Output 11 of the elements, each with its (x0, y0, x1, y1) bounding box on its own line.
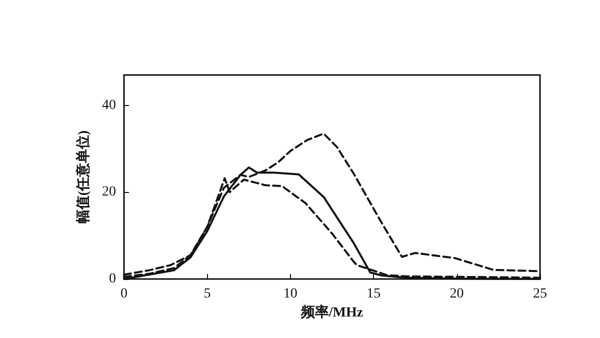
x-axis-title: 频率/MHz (300, 303, 364, 320)
y-tick-label: 0 (109, 272, 116, 286)
x-tick-label: 10 (283, 286, 298, 302)
x-tick-label: 15 (366, 286, 381, 302)
x-tick-label: 25 (533, 286, 547, 302)
x-tick-label: 5 (204, 286, 211, 302)
y-axis-title: 幅值(任意单位) (74, 130, 92, 224)
y-tick-label: 40 (102, 98, 116, 113)
x-tick-label: 20 (450, 286, 464, 302)
y-tick-label: 20 (102, 184, 116, 200)
x-tick-label: 0 (120, 286, 128, 302)
